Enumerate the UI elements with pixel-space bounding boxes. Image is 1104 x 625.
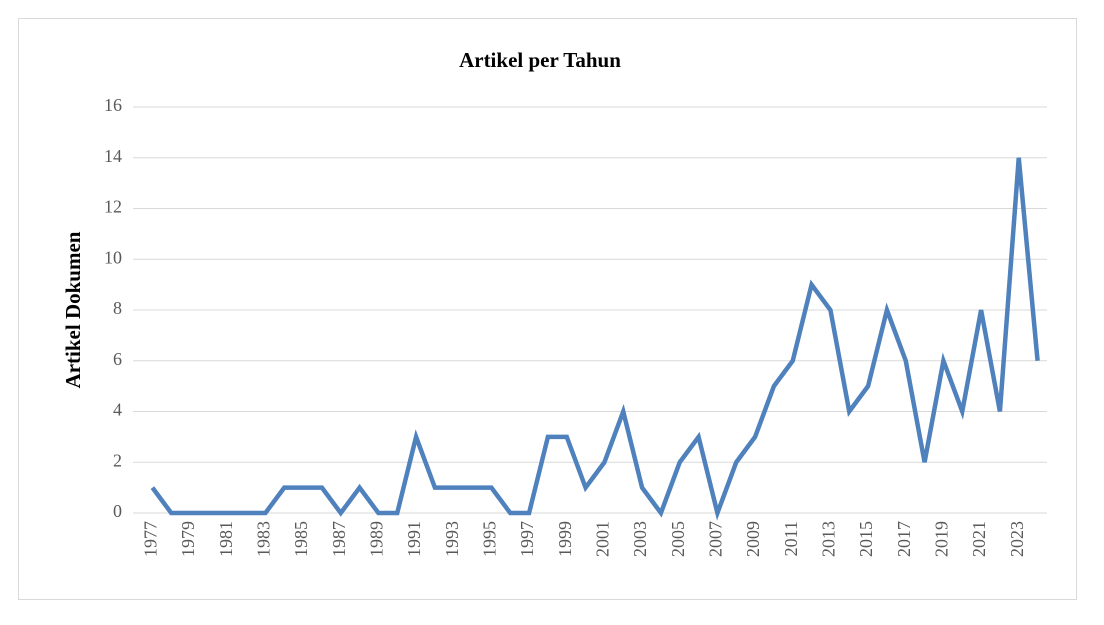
x-tick-label: 1983 [254,521,274,557]
x-tick-label: 2021 [969,521,989,557]
x-tick-label: 2015 [856,521,876,557]
y-tick-label: 16 [104,95,122,115]
x-tick-label: 2001 [593,521,613,557]
y-tick-label: 14 [104,146,122,166]
x-tick-label: 2023 [1007,521,1027,557]
x-tick-label: 1995 [480,521,500,557]
x-tick-label: 1979 [178,521,198,557]
y-tick-label: 8 [113,298,122,318]
x-tick-label: 1993 [442,521,462,557]
y-axis-label: Artikel Dokumen [61,231,85,388]
y-tick-label: 4 [113,400,122,420]
x-tick-label: 1981 [216,521,236,557]
x-tick-label: 2019 [932,521,952,557]
x-tick-label: 2017 [894,521,914,557]
y-tick-label: 12 [104,197,122,217]
x-tick-label: 1977 [141,521,161,557]
x-tick-label: 2005 [668,521,688,557]
x-tick-label: 1997 [517,521,537,557]
x-tick-label: 2011 [781,521,801,556]
y-tick-label: 10 [104,247,122,267]
chart-title: Artikel per Tahun [459,48,621,72]
y-tick-label: 0 [113,501,122,521]
x-tick-label: 1989 [367,521,387,557]
x-tick-label: 2013 [819,521,839,557]
y-tick-label: 2 [113,450,122,470]
x-tick-label: 2007 [706,521,726,557]
x-tick-label: 1991 [404,521,424,557]
x-tick-label: 1987 [329,521,349,557]
x-tick-label: 1985 [291,521,311,557]
data-line [150,157,1040,521]
y-tick-label: 6 [113,349,122,369]
x-tick-label: 2003 [630,521,650,557]
x-tick-label: 1999 [555,521,575,557]
chart-border [18,18,1077,600]
x-tick-label: 2009 [743,521,763,557]
